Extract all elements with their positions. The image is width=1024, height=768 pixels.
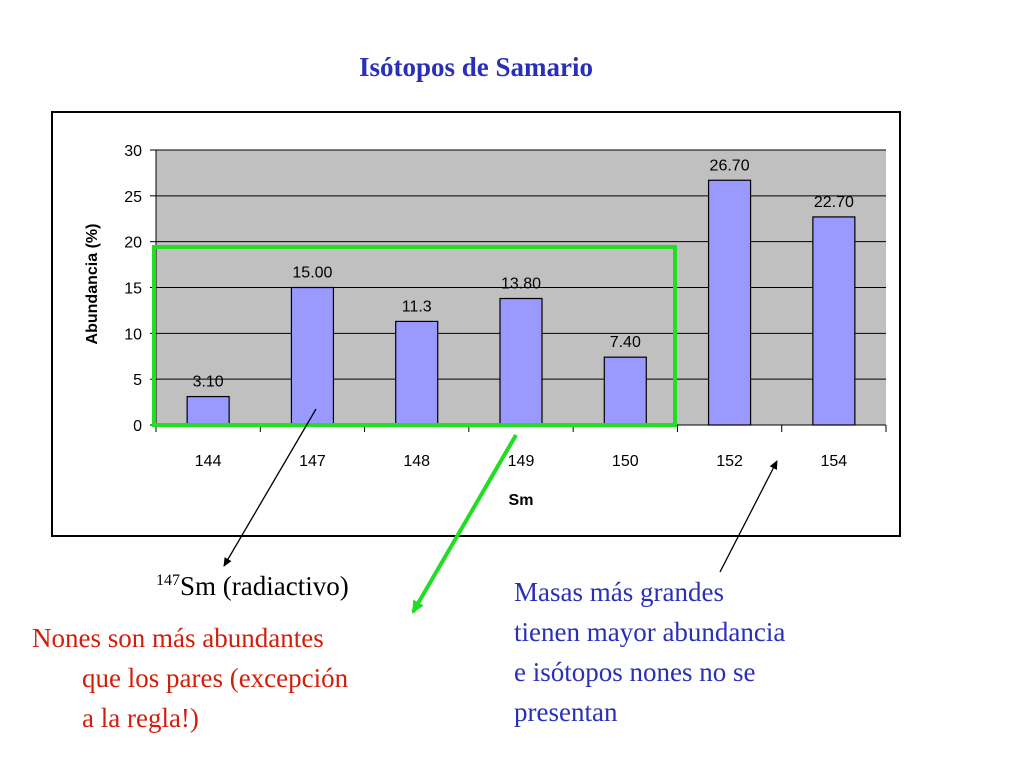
bar-150 [603, 356, 647, 426]
x-tick-label: 148 [403, 453, 430, 470]
x-tick-label: 154 [821, 453, 848, 470]
sm147-annotation: 147Sm (radiactivo) [156, 566, 349, 606]
odd-isotopes-highlight-box [152, 245, 677, 427]
mass-number-superscript: 147 [156, 572, 180, 589]
y-axis-title: Abundancia (%) [84, 224, 101, 345]
bar-149 [499, 297, 543, 426]
x-axis-title: Sm [509, 492, 534, 509]
note-line: que los pares (excepción [82, 663, 349, 693]
x-tick-label: 147 [299, 453, 326, 470]
arrow-to-heavy-masses [719, 460, 778, 573]
data-labels: 3.10 15.00 11.3 13.80 7.40 26.70 22.70 [193, 157, 854, 390]
sm147-annotation-text: Sm (radiactivo) [180, 571, 349, 601]
x-tick-label: 152 [716, 453, 743, 470]
y-tick-label: 30 [124, 143, 142, 160]
y-tick-label: 20 [124, 235, 142, 252]
bar-144 [186, 395, 230, 426]
data-label: 13.80 [501, 276, 541, 293]
data-label: 7.40 [610, 334, 641, 351]
heavier-masses-note: Masas más grandes tienen mayor abundanci… [514, 572, 914, 732]
arrow-to-nones-note [411, 433, 518, 614]
y-tick-label: 0 [133, 418, 142, 435]
odd-isotopes-note: Nones son más abundantes que los pares (… [32, 618, 452, 738]
note-line: a la regla!) [82, 703, 199, 733]
note-line: e isótopos nones no se [514, 657, 756, 687]
x-tick-labels: 144 147 148 149 150 152 154 [195, 453, 848, 470]
y-tick-label: 15 [124, 281, 142, 298]
slide-title: Isótopos de Samario [358, 52, 594, 82]
data-label: 22.70 [814, 194, 854, 211]
data-label: 3.10 [193, 374, 224, 391]
note-line: tienen mayor abundancia [514, 617, 786, 647]
bar-154 [812, 216, 856, 426]
x-tick-label: 149 [508, 453, 535, 470]
y-tick-labels: 0 5 10 15 20 25 30 [124, 143, 142, 435]
data-label: 26.70 [710, 157, 750, 174]
y-tick-label: 5 [133, 372, 142, 389]
y-tick-label: 10 [124, 326, 142, 343]
bars [186, 179, 856, 426]
arrow-to-sm147-note [223, 408, 317, 567]
x-tick-label: 150 [612, 453, 639, 470]
data-label: 15.00 [292, 265, 332, 282]
note-line: presentan [514, 697, 618, 727]
note-line: Nones son más abundantes [32, 623, 324, 653]
data-label: 11.3 [402, 298, 432, 315]
bar-148 [395, 320, 439, 426]
note-line: Masas más grandes [514, 577, 724, 607]
x-tick-label: 144 [195, 453, 222, 470]
bar-152 [707, 179, 752, 426]
bar-147 [290, 286, 335, 426]
y-tick-label: 25 [124, 189, 142, 206]
